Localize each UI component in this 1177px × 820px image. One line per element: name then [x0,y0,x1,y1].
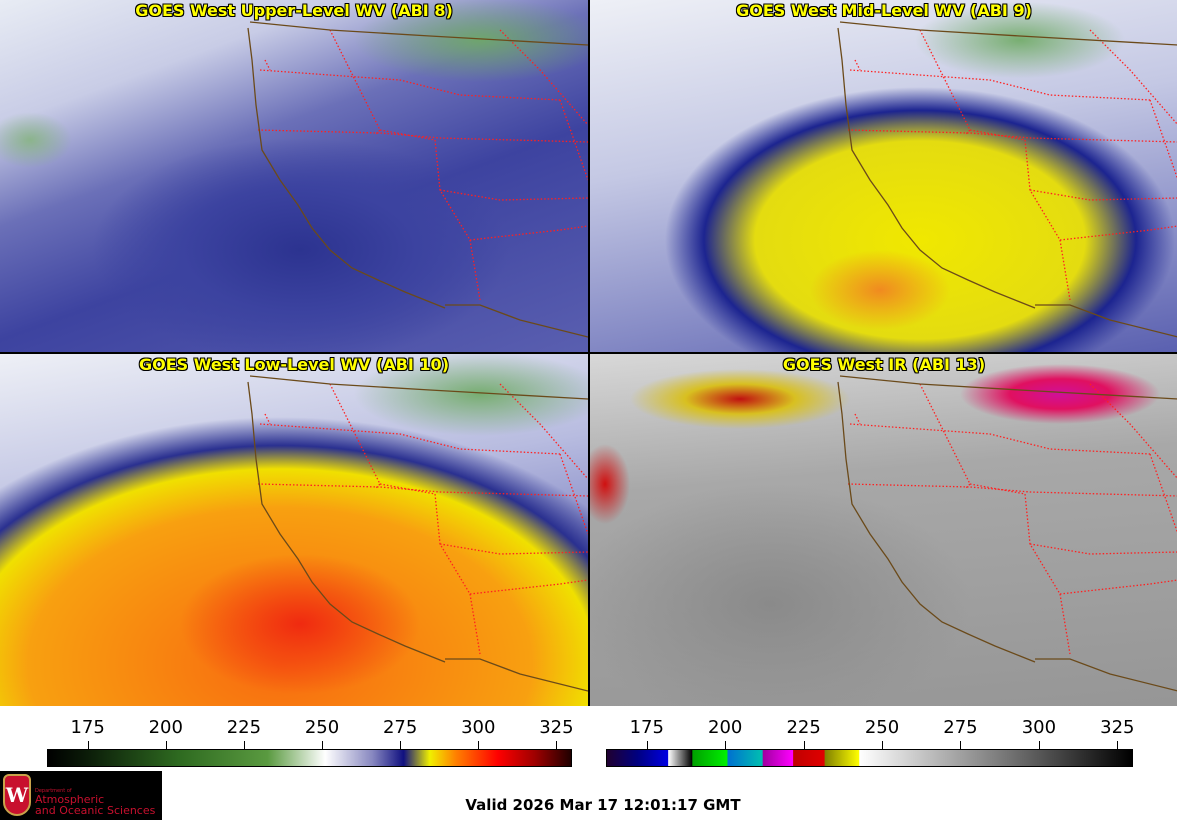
state-border [469,225,588,241]
colorbar-tick-label: 175 [70,717,105,738]
state-border [257,483,588,497]
colorbar-tick [478,741,480,749]
mexico-border [1035,304,1177,338]
aos-logo: W Department of Atmospheric and Oceanic … [0,771,162,820]
state-border [439,543,588,555]
state-border [1149,453,1177,534]
coastline [247,381,446,663]
uw-crest-icon: W [3,774,31,816]
state-border [259,69,561,101]
colorbar-tick [803,741,805,749]
canada-border [249,375,588,400]
colorbar-tick-label: 225 [786,717,821,738]
panel-low-level-wv: GOES West Low-Level WV (ABI 10) [0,354,588,706]
colorbar-tick [646,741,648,749]
state-border [849,69,1151,101]
state-border [1029,543,1177,555]
state-border [264,413,271,425]
state-border [1029,189,1177,201]
colorbar-tick [165,741,167,749]
coastline [247,27,446,309]
map-borders [247,21,588,338]
colorbar-tick [882,741,884,749]
state-border [559,453,588,535]
panel-mid-level-wv: GOES West Mid-Level WV (ABI 9) [590,0,1177,352]
state-border [499,383,588,480]
colorbar-tick [725,741,727,749]
map-borders [837,375,1177,692]
state-border [499,29,588,126]
logo-line2: Atmospheric [35,793,105,806]
state-border [847,129,1177,143]
state-border [919,383,971,490]
colorbar-tick [322,741,323,749]
valid-time: Valid 2026 Mar 17 12:01:17 GMT [465,796,741,814]
colorbar-tick [960,741,962,749]
colorbar-tick-label: 200 [708,717,743,738]
panel-title: GOES West Low-Level WV (ABI 10) [138,355,449,374]
colorbar-tick-label: 300 [461,717,496,738]
state-border [257,129,588,143]
mexico-border [445,304,588,338]
state-border [1059,225,1177,241]
colorbar-tick [1038,741,1040,749]
state-border [259,423,561,455]
state-border [919,29,971,136]
colorbar-tick-label: 300 [1021,717,1057,738]
state-border [379,483,481,655]
canada-border [249,21,588,46]
state-border [847,483,1177,497]
colorbar-tick [243,741,245,749]
panel-title: GOES West Mid-Level WV (ABI 9) [736,1,1032,20]
panel-title: GOES West IR (ABI 13) [782,355,986,374]
colorbar-tick-label: 250 [864,717,900,738]
state-border [1149,99,1177,180]
colorbar-tick-label: 225 [226,717,262,738]
logo-line3: and Oceanic Sciences [35,804,156,817]
coastline [837,381,1036,663]
panel-upper-level-wv: GOES West Upper-Level WV (ABI 8) [0,0,588,352]
panel-divider-horizontal [0,352,1177,354]
colorbar-tick [1117,741,1119,749]
state-border [439,189,588,201]
wv-colorbar [47,749,572,767]
coastline [837,27,1036,309]
colorbar-tick-label: 250 [304,717,340,738]
logo-line1: Department of [35,788,72,794]
map-borders [247,375,588,692]
panel-ir: GOES West IR (ABI 13) [590,354,1177,706]
state-border [969,129,1071,301]
colorbar-tick [400,741,402,749]
ir-colorbar [606,749,1133,767]
state-border [1089,29,1177,125]
state-border [969,483,1071,655]
colorbar-tick-label: 275 [943,717,978,738]
mexico-border [445,658,588,692]
state-border [854,413,861,425]
state-border [264,59,271,71]
canada-border [839,375,1177,400]
state-border [854,59,861,71]
colorbar-tick-label: 275 [382,717,418,738]
state-border [329,383,381,490]
state-border [379,129,481,301]
colorbar-tick [556,741,558,749]
map-borders [837,21,1177,338]
state-border [469,579,588,595]
state-border [559,99,588,181]
colorbar-tick-label: 200 [148,717,183,738]
state-border [1089,383,1177,479]
state-border [849,423,1151,455]
canada-border [839,21,1177,46]
colorbar-tick-label: 175 [629,717,664,738]
colorbar-tick-label: 325 [1100,717,1135,738]
state-border [329,29,381,136]
colorbar-tick [87,741,89,749]
colorbar-tick-label: 325 [539,717,574,738]
panel-title: GOES West Upper-Level WV (ABI 8) [135,1,453,20]
state-border [1059,579,1177,595]
mexico-border [1035,658,1177,692]
